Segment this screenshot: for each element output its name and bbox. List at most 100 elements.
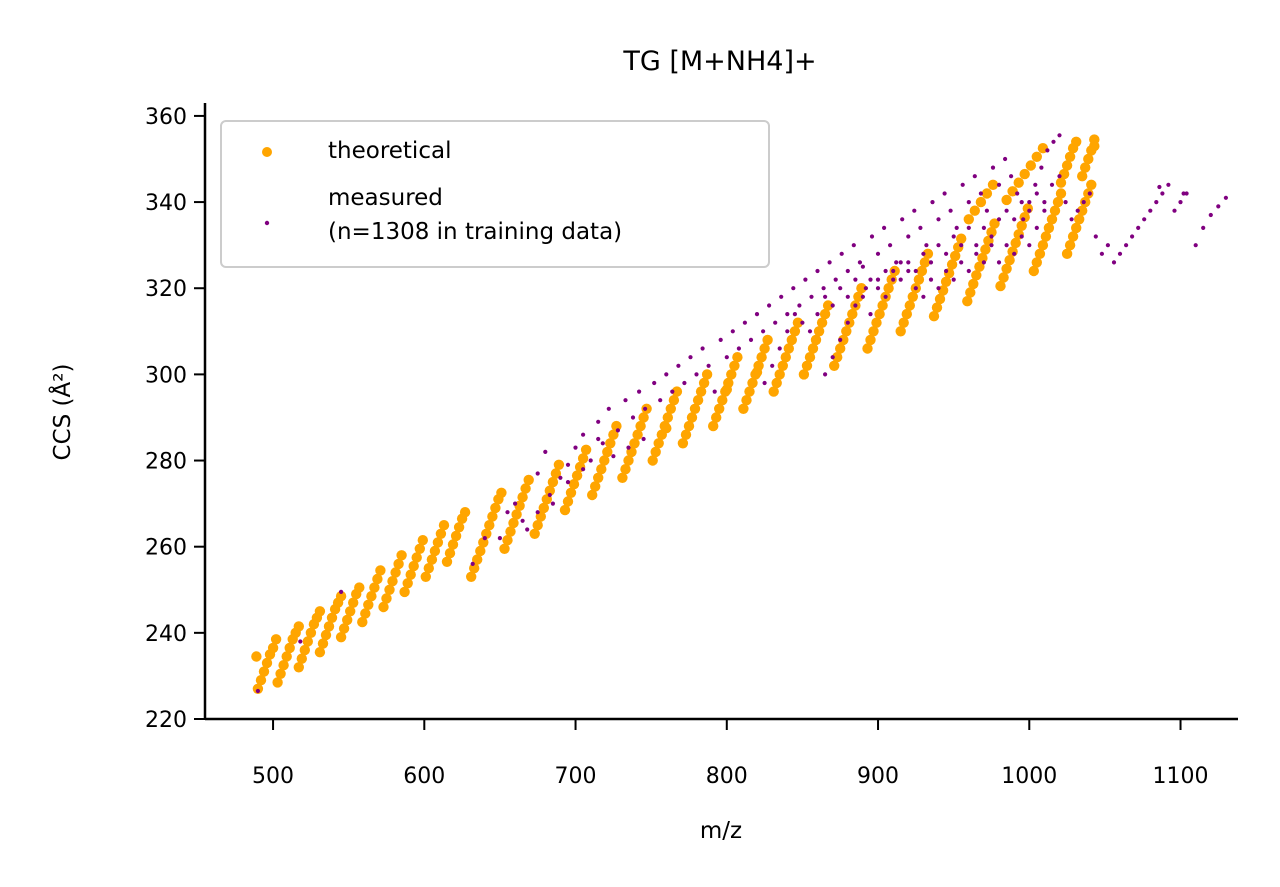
data-point [1080, 162, 1091, 173]
data-point [1027, 243, 1032, 248]
data-point [777, 346, 782, 351]
data-point [532, 520, 543, 531]
data-point [411, 552, 422, 563]
data-point [438, 520, 450, 531]
data-point [863, 286, 869, 291]
data-point [730, 329, 735, 334]
legend-label-measured: measured (n=1308 in training data) [328, 185, 622, 245]
data-point [517, 492, 528, 503]
legend-label-theoretical: theoretical [328, 138, 451, 164]
legend-label-measured-line: (n=1308 in training data) [328, 219, 622, 245]
data-point [868, 277, 873, 282]
data-point [1111, 260, 1117, 265]
data-point [853, 291, 864, 302]
data-point [632, 429, 643, 440]
data-point [1004, 243, 1009, 248]
data-point [1042, 200, 1047, 205]
data-point [809, 294, 814, 299]
data-point [387, 576, 398, 587]
data-point [845, 320, 850, 325]
data-point [511, 509, 522, 520]
data-point [924, 243, 929, 248]
data-point [792, 317, 804, 328]
data-point [726, 369, 737, 380]
data-point [323, 621, 335, 632]
data-point [320, 629, 332, 641]
data-point [629, 438, 640, 449]
data-point [995, 280, 1006, 292]
data-point [647, 455, 658, 466]
data-point [676, 363, 681, 368]
data-point [845, 268, 850, 274]
data-point [1001, 263, 1012, 274]
data-point [270, 634, 282, 645]
data-point [741, 395, 752, 406]
data-point [298, 639, 303, 644]
data-point [1083, 153, 1094, 165]
data-point [894, 260, 899, 265]
data-point [1093, 234, 1098, 239]
data-point [363, 599, 374, 610]
x-axis-ticks: 500 600 700 800 900 1000 1100 [252, 719, 1209, 789]
data-point [692, 395, 704, 406]
data-point [780, 352, 791, 363]
data-point [1049, 205, 1061, 216]
data-point [255, 675, 267, 686]
data-point [405, 569, 416, 580]
data-point [535, 471, 540, 476]
data-point [587, 489, 598, 501]
data-point [807, 343, 819, 354]
data-point [1105, 243, 1110, 248]
data-point [1087, 191, 1092, 196]
data-point [981, 188, 993, 199]
data-point [650, 446, 661, 458]
data-point [426, 554, 438, 565]
data-point [936, 286, 941, 291]
data-point [284, 642, 295, 654]
data-point [986, 227, 997, 238]
data-point [989, 234, 994, 239]
data-point [588, 458, 593, 463]
data-point [505, 526, 516, 537]
data-point [747, 377, 758, 389]
data-point [1057, 174, 1062, 179]
data-point [761, 329, 766, 334]
data-point [1019, 234, 1024, 239]
data-point [882, 225, 887, 230]
data-point [1184, 191, 1189, 196]
data-point [1049, 182, 1055, 187]
data-point [718, 337, 723, 342]
data-point [360, 608, 371, 619]
data-point [252, 683, 264, 694]
data-point [833, 277, 838, 282]
data-point [671, 386, 683, 397]
data-point [366, 591, 377, 602]
data-point [538, 502, 549, 514]
data-point [862, 343, 873, 354]
data-point [435, 528, 447, 539]
data-point [496, 487, 507, 498]
data-point [571, 470, 583, 481]
data-point [668, 395, 680, 406]
data-point [1142, 217, 1147, 222]
data-point [543, 449, 548, 454]
data-point [1037, 240, 1049, 251]
y-tick-label: 220 [145, 708, 187, 733]
data-point [1157, 184, 1162, 190]
data-point [847, 308, 858, 320]
data-point [968, 278, 979, 290]
data-point [505, 510, 510, 515]
data-point [819, 308, 831, 320]
data-point [525, 527, 530, 532]
data-point [930, 200, 935, 205]
y-tick-label: 340 [145, 191, 187, 216]
data-point [978, 191, 984, 196]
data-point [369, 582, 380, 593]
data-point [544, 485, 555, 496]
data-point [1089, 140, 1100, 152]
plot-area [251, 133, 1228, 694]
data-point [348, 597, 359, 608]
data-point [798, 369, 810, 380]
data-point [956, 233, 967, 244]
